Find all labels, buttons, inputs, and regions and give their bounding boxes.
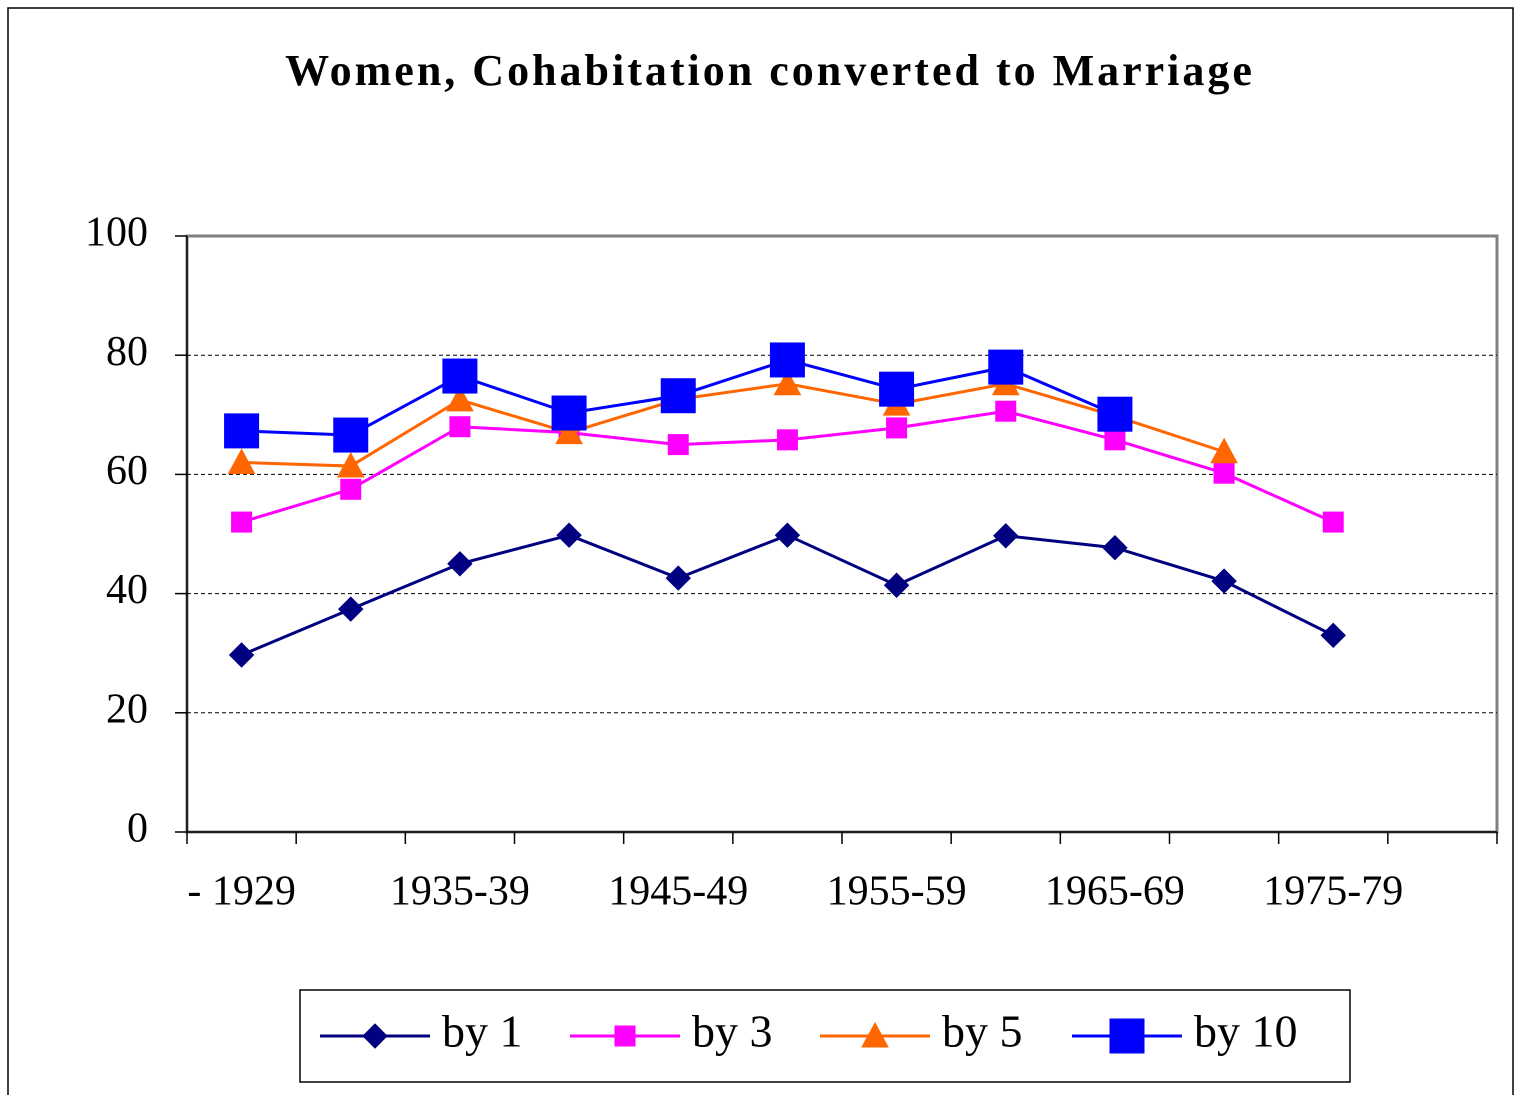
marker bbox=[660, 378, 696, 414]
y-tick-label: 60 bbox=[106, 448, 148, 494]
marker bbox=[667, 434, 689, 456]
marker bbox=[333, 417, 369, 453]
x-tick-label: 1975-79 bbox=[1263, 869, 1403, 915]
chart-title: Women, Cohabitation converted to Marriag… bbox=[285, 46, 1255, 95]
marker bbox=[447, 551, 473, 577]
marker bbox=[551, 395, 587, 431]
chart-border bbox=[7, 7, 1514, 1095]
x-tick-label: - 1929 bbox=[187, 869, 296, 915]
x-tick-label: 1965-69 bbox=[1045, 869, 1185, 915]
marker bbox=[227, 448, 256, 474]
legend-label: by 5 bbox=[942, 1006, 1023, 1057]
legend-marker bbox=[861, 1021, 889, 1048]
y-tick-label: 0 bbox=[127, 806, 148, 852]
y-tick-label: 100 bbox=[85, 210, 148, 256]
marker bbox=[1104, 429, 1126, 451]
y-tick-label: 80 bbox=[106, 329, 148, 375]
y-tick-label: 20 bbox=[106, 686, 148, 732]
marker bbox=[883, 572, 910, 598]
marker bbox=[1322, 511, 1344, 533]
legend-marker bbox=[614, 1025, 636, 1047]
legend-marker bbox=[1109, 1018, 1145, 1054]
marker bbox=[879, 371, 915, 407]
marker bbox=[231, 511, 253, 533]
legend-label: by 1 bbox=[442, 1006, 523, 1057]
series-line bbox=[241, 382, 1225, 468]
marker bbox=[555, 418, 583, 445]
marker bbox=[1097, 396, 1133, 432]
x-tick-label: 1945-49 bbox=[608, 869, 748, 915]
marker bbox=[774, 522, 801, 548]
marker bbox=[1213, 462, 1235, 484]
marker bbox=[338, 596, 364, 622]
marker bbox=[228, 642, 255, 668]
marker bbox=[773, 369, 802, 396]
marker bbox=[449, 416, 471, 438]
marker bbox=[336, 452, 365, 478]
legend-label: by 3 bbox=[692, 1006, 773, 1057]
marker bbox=[224, 413, 260, 449]
marker bbox=[665, 565, 691, 591]
marker bbox=[556, 522, 582, 548]
legend-label: by 10 bbox=[1194, 1006, 1298, 1057]
x-tick-label: 1955-59 bbox=[827, 869, 967, 915]
legend-marker bbox=[362, 1023, 388, 1049]
marker bbox=[776, 429, 798, 451]
marker bbox=[886, 417, 908, 439]
marker bbox=[446, 385, 474, 412]
marker bbox=[1211, 568, 1237, 594]
y-tick-label: 40 bbox=[106, 567, 148, 613]
marker bbox=[993, 523, 1019, 549]
marker bbox=[340, 478, 362, 500]
marker bbox=[995, 400, 1017, 422]
marker bbox=[988, 349, 1024, 385]
marker bbox=[1320, 622, 1346, 649]
marker bbox=[1102, 535, 1128, 561]
marker bbox=[442, 358, 478, 394]
marker bbox=[1210, 437, 1238, 464]
marker bbox=[769, 342, 805, 378]
x-tick-label: 1935-39 bbox=[390, 869, 530, 915]
